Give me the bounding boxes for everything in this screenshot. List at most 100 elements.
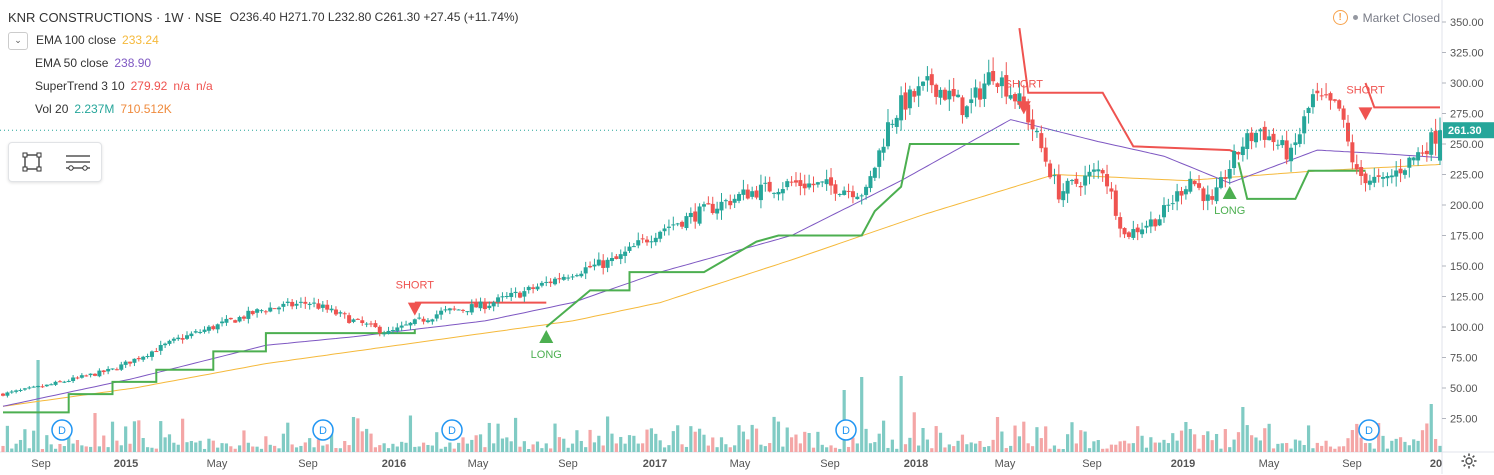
volume-bar xyxy=(492,443,496,452)
candle xyxy=(290,299,295,310)
dividend-marker[interactable]: D xyxy=(1358,419,1380,441)
volume-bar xyxy=(1429,404,1433,452)
volume-bar xyxy=(351,416,356,452)
candle xyxy=(246,306,251,324)
dividend-marker[interactable]: D xyxy=(441,419,463,441)
y-tick-label: 200.00 xyxy=(1450,200,1484,212)
candle xyxy=(872,166,877,182)
candle xyxy=(114,367,119,371)
candle xyxy=(1350,134,1355,170)
candle xyxy=(364,322,369,328)
symbol-title[interactable]: KNR CONSTRUCTIONS · 1W · NSE xyxy=(8,10,222,25)
y-tick-label: 350.00 xyxy=(1450,17,1484,29)
indicator-volume[interactable]: Vol 20 2.237M 710.512K xyxy=(8,98,519,121)
volume-bar xyxy=(150,447,154,452)
volume-bar xyxy=(781,446,785,452)
candle xyxy=(592,258,597,271)
chevron-down-icon[interactable]: ⌄ xyxy=(8,31,28,50)
candle xyxy=(842,186,847,196)
candle-body xyxy=(474,302,479,308)
dividend-marker[interactable]: D xyxy=(51,419,73,441)
volume-bar xyxy=(1412,439,1416,452)
candle-body xyxy=(618,254,623,259)
volume-bar xyxy=(1328,446,1333,452)
volume-bar xyxy=(921,427,925,452)
indicator-ema100[interactable]: ⌄ EMA 100 close 233.24 xyxy=(8,29,519,52)
volume-bar xyxy=(680,444,684,452)
candle xyxy=(307,301,312,310)
volume-bar xyxy=(641,443,645,452)
candle-body xyxy=(202,329,207,332)
candle-body xyxy=(119,364,124,370)
market-status[interactable]: ! Market Closed xyxy=(1332,10,1440,25)
candle-body xyxy=(912,91,917,97)
volume-bar xyxy=(1219,448,1223,452)
volume-bar xyxy=(1250,435,1254,452)
candle-body xyxy=(829,177,834,186)
candle-body xyxy=(1100,170,1105,174)
volume-bar xyxy=(378,445,382,452)
candle xyxy=(539,280,544,288)
dividend-marker[interactable]: D xyxy=(835,419,857,441)
candle xyxy=(1227,160,1232,185)
candle xyxy=(1232,144,1237,175)
candle xyxy=(1140,222,1145,238)
volume-bar xyxy=(1166,443,1170,452)
candle-body xyxy=(57,381,62,383)
settings-icon[interactable] xyxy=(1460,452,1478,470)
candle xyxy=(1416,147,1421,166)
volume-bar xyxy=(369,433,373,452)
x-tick-label: Sep xyxy=(1342,458,1362,470)
candle-body xyxy=(574,275,579,277)
volume-bar xyxy=(386,448,391,452)
lines-tool-icon[interactable] xyxy=(63,147,93,177)
candle-body xyxy=(1227,169,1232,179)
volume-bar xyxy=(597,435,601,452)
candle-body xyxy=(1205,194,1210,201)
volume-bar xyxy=(40,448,45,452)
candle-body xyxy=(653,237,658,243)
volume-bar xyxy=(825,447,829,452)
candle xyxy=(820,181,825,188)
candle-body xyxy=(566,277,571,279)
candle-body xyxy=(579,273,584,277)
candle xyxy=(1385,172,1390,187)
candle xyxy=(1275,139,1280,150)
volume-bar xyxy=(67,433,71,452)
rectangle-tool-icon[interactable] xyxy=(17,147,47,177)
volume-bar xyxy=(1188,428,1192,452)
volume-bar xyxy=(1368,443,1372,452)
volume-bar xyxy=(474,435,478,452)
candle xyxy=(1236,151,1241,160)
candle-body xyxy=(693,211,698,222)
candle xyxy=(390,326,395,335)
candle-body xyxy=(101,370,106,373)
candle xyxy=(399,321,404,332)
candle xyxy=(298,297,303,308)
volume-bar xyxy=(1149,437,1153,452)
candle-body xyxy=(1083,175,1088,186)
market-status-text: Market Closed xyxy=(1362,10,1440,25)
candle-body xyxy=(1013,94,1018,102)
candle-body xyxy=(522,291,527,297)
candle-body xyxy=(745,189,750,199)
indicator-ema50[interactable]: EMA 50 close 238.90 xyxy=(8,52,519,75)
candle-body xyxy=(97,370,102,377)
candle-body xyxy=(609,258,614,262)
candle-body xyxy=(1144,225,1149,228)
indicator-supertrend[interactable]: SuperTrend 3 10 279.92 n/a n/a xyxy=(8,75,519,98)
volume-bar xyxy=(978,440,982,452)
volume-bar xyxy=(1061,448,1065,452)
volume-bar xyxy=(233,448,237,452)
candle xyxy=(62,380,67,384)
volume-bar xyxy=(851,437,855,452)
candle-body xyxy=(176,337,181,340)
dividend-marker[interactable]: D xyxy=(312,419,334,441)
volume-bar xyxy=(943,447,947,452)
candle-body xyxy=(802,183,807,189)
candle-body xyxy=(189,333,194,337)
volume-bar xyxy=(343,440,347,452)
candle xyxy=(513,287,518,298)
warning-icon[interactable]: ! xyxy=(1332,10,1348,25)
